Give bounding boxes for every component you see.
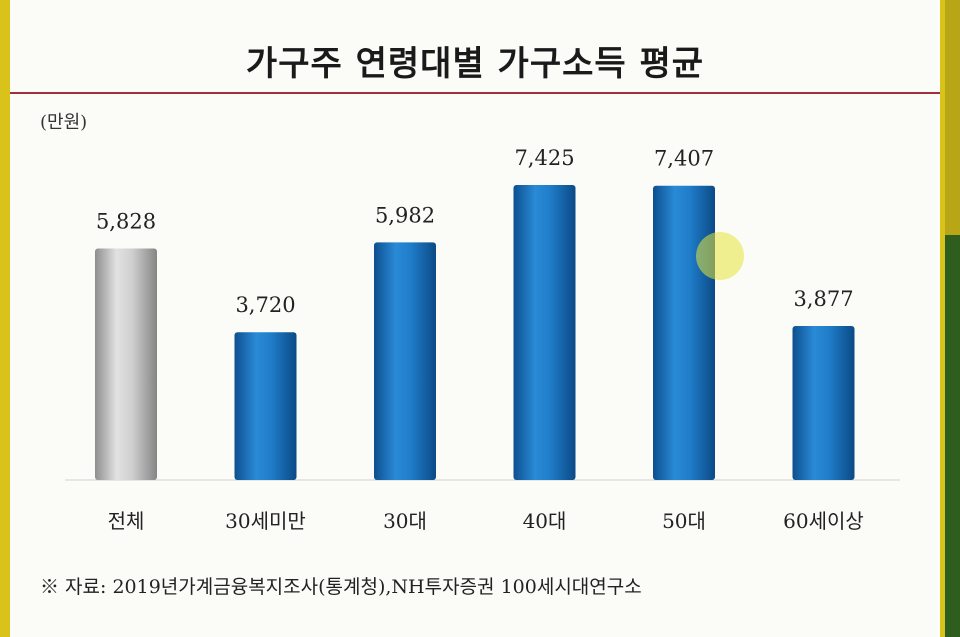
chart-title: 가구주 연령대별 가구소득 평균 <box>245 44 705 84</box>
value-label-3: 7,425 <box>514 146 574 170</box>
bar-5 <box>792 325 855 480</box>
bar-3 <box>513 185 576 480</box>
value-label-5: 3,877 <box>793 287 853 311</box>
category-label-4: 50대 <box>662 509 706 533</box>
category-label-3: 40대 <box>523 509 567 533</box>
value-label-2: 5,982 <box>375 203 435 227</box>
chart-panel: 가구주 연령대별 가구소득 평균 (만원) ※ 자료: 2019년가계금융복지조… <box>10 0 940 637</box>
bar-4 <box>653 185 715 480</box>
source-note: ※ 자료: 2019년가계금융복지조사(통계청),NH투자증권 100세시대연구… <box>40 576 642 598</box>
value-label-0: 5,828 <box>96 209 156 233</box>
category-label-2: 30대 <box>383 509 427 533</box>
bar-2 <box>374 242 436 480</box>
bar-1 <box>234 332 297 480</box>
value-label-1: 3,720 <box>235 293 295 317</box>
title-divider <box>10 92 940 94</box>
category-label-5: 60세이상 <box>783 509 864 533</box>
category-label-0: 전체 <box>108 509 145 533</box>
category-label-1: 30세미만 <box>225 509 306 533</box>
right-edge-strip <box>945 0 960 637</box>
bar-0 <box>95 248 157 480</box>
value-label-4: 7,407 <box>654 147 714 171</box>
unit-label: (만원) <box>40 112 88 133</box>
mouse-cursor-highlight <box>696 232 744 280</box>
